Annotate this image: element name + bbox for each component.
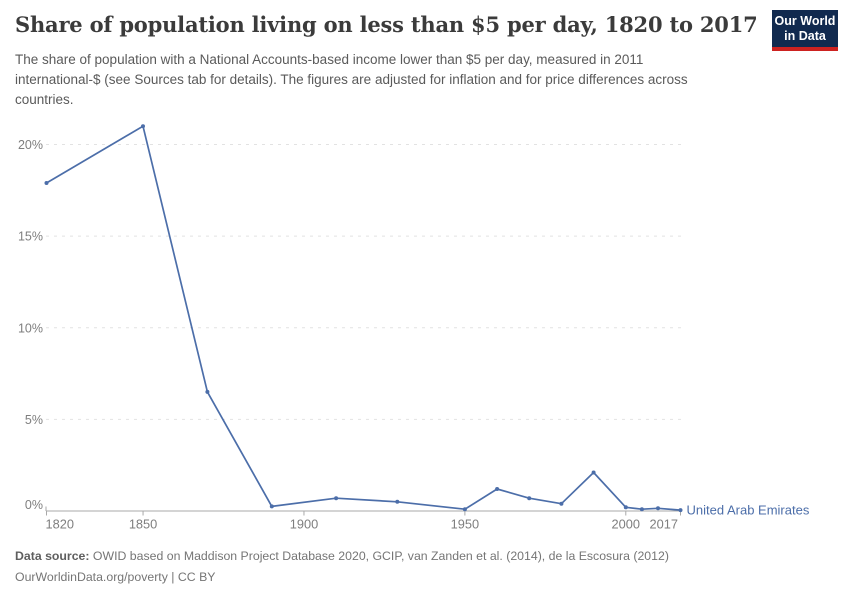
y-tick-label-0%: 0% xyxy=(25,498,43,512)
data-point-1950[interactable] xyxy=(462,507,467,512)
x-tick-label-1900: 1900 xyxy=(290,517,318,532)
trend-line[interactable] xyxy=(46,125,681,511)
x-tick-label-2000: 2000 xyxy=(612,517,640,532)
data-point-1929[interactable] xyxy=(395,499,400,504)
owid-logo[interactable]: Our World in Data xyxy=(772,10,838,51)
owid-logo-line1: Our World xyxy=(774,14,836,28)
chart-footer: Data source: OWID based on Maddison Proj… xyxy=(15,546,669,588)
x-tick-label-1850: 1850 xyxy=(129,517,157,532)
data-point-1820[interactable] xyxy=(44,181,49,185)
data-point-1980[interactable] xyxy=(559,501,564,506)
series-label[interactable]: United Arab Emirates xyxy=(687,503,810,518)
x-tick-label-1820: 1820 xyxy=(46,517,74,532)
data-source-label: Data source: xyxy=(15,549,90,563)
data-point-1870[interactable] xyxy=(205,389,210,394)
data-point-1910[interactable] xyxy=(334,496,339,501)
data-point-2017[interactable] xyxy=(678,508,683,513)
y-tick-label-10%: 10% xyxy=(18,321,43,335)
x-tick-label-1950: 1950 xyxy=(451,517,479,532)
data-point-2005[interactable] xyxy=(639,507,644,512)
license-line: OurWorldinData.org/poverty | CC BY xyxy=(15,570,216,584)
y-tick-label-5%: 5% xyxy=(25,413,43,427)
data-point-1990[interactable] xyxy=(591,470,596,475)
data-point-1850[interactable] xyxy=(141,124,145,129)
data-source-text: OWID based on Maddison Project Database … xyxy=(92,549,669,563)
data-point-1970[interactable] xyxy=(527,496,532,501)
y-tick-label-15%: 15% xyxy=(18,230,43,244)
y-tick-label-20%: 20% xyxy=(18,138,43,152)
chart-title: Share of population living on less than … xyxy=(15,12,758,37)
chart-subtitle: The share of population with a National … xyxy=(15,52,688,107)
data-source-line: Data source: OWID based on Maddison Proj… xyxy=(15,546,669,567)
data-point-1890[interactable] xyxy=(269,504,274,509)
data-point-2000[interactable] xyxy=(623,505,628,510)
data-point-2010[interactable] xyxy=(656,506,660,511)
x-tick-label-2017: 2017 xyxy=(650,517,678,532)
owid-logo-line2: in Data xyxy=(784,29,826,43)
data-point-1960[interactable] xyxy=(495,487,500,491)
